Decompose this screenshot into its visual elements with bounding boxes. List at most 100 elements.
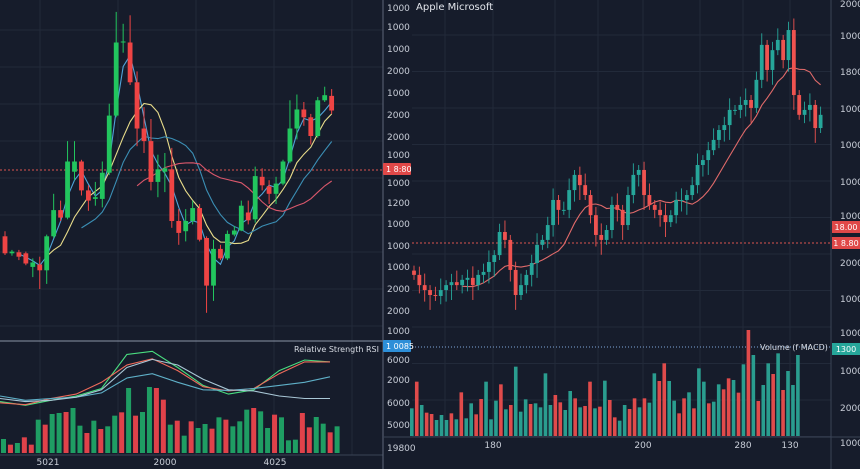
volume-bar[interactable] (474, 414, 478, 436)
volume-bar[interactable] (146, 387, 152, 453)
candle[interactable] (287, 128, 293, 162)
volume-bar[interactable] (419, 405, 424, 436)
candle[interactable] (238, 205, 244, 231)
candle[interactable] (308, 117, 314, 136)
right-price-pane[interactable] (412, 18, 831, 348)
volume-bar[interactable] (251, 408, 257, 453)
left-volume-pane[interactable] (1, 387, 340, 453)
candle[interactable] (690, 185, 695, 196)
candle[interactable] (113, 42, 119, 116)
volume-bar[interactable] (731, 380, 736, 436)
candle[interactable] (620, 209, 625, 226)
candle[interactable] (44, 236, 50, 271)
candle[interactable] (301, 109, 307, 118)
volume-bar[interactable] (84, 433, 90, 453)
candle[interactable] (329, 95, 335, 111)
volume-bar[interactable] (627, 409, 632, 436)
volume-bar[interactable] (140, 412, 145, 453)
candle[interactable] (315, 100, 321, 136)
volume-bar[interactable] (119, 412, 125, 453)
volume-bar[interactable] (35, 419, 41, 453)
candle[interactable] (610, 204, 614, 231)
volume-bar[interactable] (63, 412, 69, 453)
candle[interactable] (422, 285, 427, 291)
candle[interactable] (604, 230, 609, 240)
candle[interactable] (781, 39, 786, 61)
candle[interactable] (58, 210, 63, 218)
volume-bar[interactable] (429, 414, 434, 436)
candle[interactable] (513, 269, 518, 296)
volume-bar[interactable] (756, 401, 761, 436)
candle[interactable] (754, 79, 759, 108)
candle[interactable] (684, 195, 689, 200)
candle[interactable] (658, 209, 662, 216)
candle[interactable] (460, 279, 465, 286)
candle[interactable] (2, 236, 8, 254)
candle[interactable] (695, 165, 700, 186)
volume-bar[interactable] (449, 413, 454, 436)
volume-bar[interactable] (736, 392, 741, 436)
volume-bar[interactable] (697, 368, 701, 436)
volume-bar[interactable] (746, 330, 751, 436)
candle[interactable] (802, 109, 807, 115)
right-price-axis[interactable]: 2000 1000 1800 1000 1000 1000 1000 2000 1000 1000… (832, 0, 860, 449)
volume-bar[interactable] (265, 428, 271, 453)
volume-bar[interactable] (327, 432, 333, 453)
candle[interactable] (508, 239, 513, 270)
volume-bar[interactable] (632, 398, 637, 436)
candle[interactable] (37, 264, 43, 271)
volume-bar[interactable] (568, 391, 572, 436)
volume-bar[interactable] (578, 407, 582, 436)
candle[interactable] (252, 176, 258, 220)
volume-bar[interactable] (49, 414, 55, 453)
volume-bar[interactable] (598, 406, 602, 436)
candle[interactable] (503, 231, 507, 240)
volume-bar[interactable] (167, 424, 173, 453)
volume-bar[interactable] (761, 385, 766, 436)
volume-bar[interactable] (751, 355, 756, 436)
candle[interactable] (733, 109, 737, 111)
volume-bar[interactable] (726, 378, 731, 436)
volume-bar[interactable] (667, 381, 671, 436)
volume-bar[interactable] (334, 426, 340, 453)
candle[interactable] (322, 95, 328, 101)
volume-bar[interactable] (716, 384, 721, 436)
volume-bar[interactable] (692, 408, 696, 436)
volume-bar[interactable] (244, 409, 250, 453)
candle[interactable] (770, 50, 775, 70)
candle[interactable] (99, 172, 105, 199)
candle[interactable] (759, 44, 764, 80)
volume-bar[interactable] (258, 411, 264, 453)
candle[interactable] (615, 204, 620, 210)
candle[interactable] (567, 190, 572, 210)
volume-bar[interactable] (469, 403, 473, 436)
candle[interactable] (273, 183, 279, 194)
candle[interactable] (449, 282, 454, 286)
candle[interactable] (465, 277, 470, 280)
volume-bar[interactable] (285, 440, 291, 453)
candle[interactable] (679, 199, 684, 201)
volume-bar[interactable] (781, 390, 785, 436)
candle[interactable] (106, 115, 112, 173)
candle[interactable] (127, 42, 133, 83)
candle[interactable] (476, 274, 481, 286)
volume-bar[interactable] (444, 420, 449, 436)
candle[interactable] (588, 195, 593, 216)
volume-bar[interactable] (687, 392, 691, 436)
volume-bar[interactable] (479, 399, 483, 436)
candle[interactable] (727, 109, 732, 126)
volume-bar[interactable] (518, 411, 523, 436)
candle[interactable] (497, 231, 502, 256)
volume-bar[interactable] (424, 412, 429, 436)
volume-bar[interactable] (195, 428, 201, 453)
candle[interactable] (92, 197, 98, 199)
volume-bar[interactable] (279, 417, 284, 453)
volume-bar[interactable] (434, 420, 439, 436)
candle[interactable] (652, 204, 657, 210)
volume-bar[interactable] (796, 355, 800, 436)
volume-bar[interactable] (454, 419, 459, 436)
candle[interactable] (540, 239, 545, 245)
candle[interactable] (190, 208, 196, 221)
volume-bar[interactable] (181, 435, 187, 453)
volume-bar[interactable] (133, 415, 139, 453)
